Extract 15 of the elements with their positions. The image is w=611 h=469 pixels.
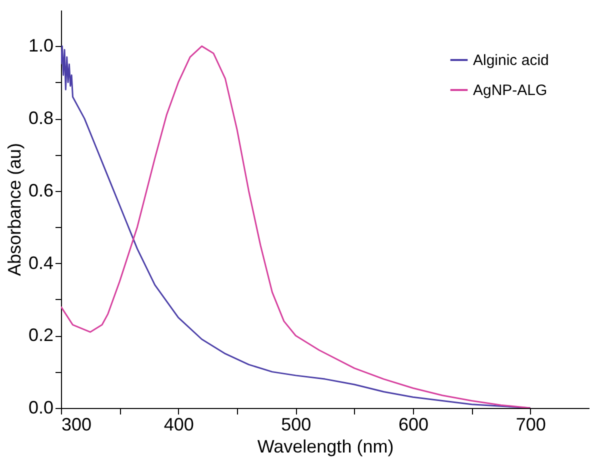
x-tick-label: 700: [516, 414, 546, 434]
x-tick-label: 300: [62, 414, 92, 434]
y-tick-label: 0.6: [28, 180, 54, 200]
y-tick-label: 0.4: [28, 252, 54, 273]
legend-label: Alginic acid: [473, 52, 549, 69]
x-tick-label: 400: [164, 414, 194, 434]
y-tick-label: 1.0: [28, 36, 54, 56]
x-tick-label: 600: [398, 414, 429, 434]
x-axis-title: Wavelength (nm): [257, 436, 394, 456]
y-axis-title: Absorbance (au): [4, 142, 24, 276]
y-tick-label: 0.8: [28, 108, 54, 128]
x-tick-label: 500: [281, 414, 312, 434]
y-tick-label: 0.0: [28, 398, 54, 418]
y-tick-label: 0.2: [28, 325, 54, 346]
legend-label: AgNP-ALG: [473, 82, 548, 99]
